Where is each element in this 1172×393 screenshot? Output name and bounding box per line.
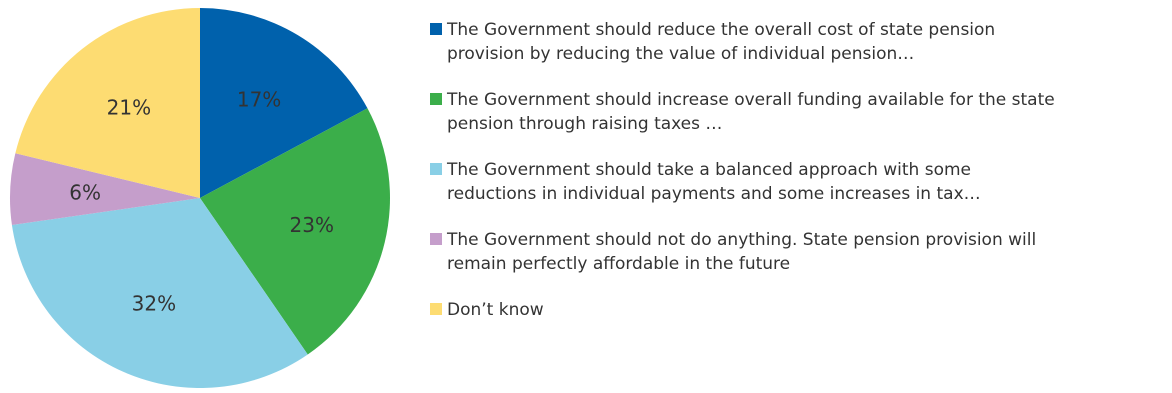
- legend-item-do-nothing: The Government should not do anything. S…: [430, 228, 1160, 276]
- pie-slice-5: [15, 8, 200, 198]
- legend-label-line2: pension through raising taxes …: [447, 114, 723, 134]
- legend-label-line1: The Government should take a balanced ap…: [447, 160, 972, 180]
- pie-slice-4: [10, 153, 201, 226]
- pie-slice-label-3: 32%: [132, 291, 176, 315]
- pie-slice-2: [200, 108, 390, 355]
- pie-chart: 17% 23% 32% 6% 21%: [10, 8, 390, 389]
- legend-swatch: [430, 23, 442, 35]
- legend-item-balanced: The Government should take a balanced ap…: [430, 158, 1160, 206]
- legend-label-line2: remain perfectly affordable in the futur…: [447, 254, 791, 274]
- legend-item-raise-taxes: The Government should increase overall f…: [430, 88, 1160, 136]
- legend-swatch: [430, 233, 442, 245]
- pie-slice-1: [200, 8, 368, 198]
- legend-label-line1: The Government should increase overall f…: [447, 90, 1055, 110]
- legend-swatch: [430, 303, 442, 315]
- legend-label-line1: The Government should not do anything. S…: [447, 230, 1037, 250]
- legend-label-line2: reductions in individual payments and so…: [447, 184, 981, 204]
- pie-slice-label-2: 23%: [290, 213, 334, 237]
- chart-legend: The Government should reduce the overall…: [430, 18, 1160, 322]
- pie-slice-3: [11, 198, 308, 389]
- pie-slice-labels: 17% 23% 32% 6% 21%: [69, 87, 334, 315]
- legend-label-line2: provision by reducing the value of indiv…: [447, 44, 915, 64]
- legend-label-line1: The Government should reduce the overall…: [447, 20, 996, 40]
- legend-item-reduce-cost: The Government should reduce the overall…: [430, 18, 1160, 66]
- legend-swatch: [430, 93, 442, 105]
- pie-slice-label-1: 17%: [237, 87, 281, 111]
- pie-slice-label-4: 6%: [69, 181, 101, 205]
- legend-swatch: [430, 163, 442, 175]
- legend-label-line1: Don’t know: [447, 300, 544, 320]
- legend-item-dont-know: Don’t know: [430, 298, 1160, 322]
- pie-slice-label-5: 21%: [107, 96, 151, 120]
- pie-slices: [10, 8, 390, 389]
